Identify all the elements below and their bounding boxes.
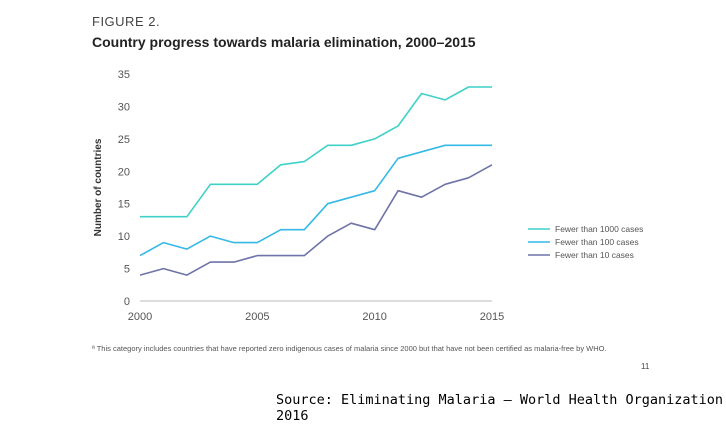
figure-label: FIGURE 2. bbox=[92, 14, 161, 29]
source-caption: Source: Eliminating Malaria – World Heal… bbox=[276, 392, 724, 424]
y-tick-label: 0 bbox=[124, 296, 130, 308]
series-line-1 bbox=[140, 86, 492, 218]
x-tick-label: 2015 bbox=[480, 311, 504, 323]
series-line-2 bbox=[139, 144, 492, 257]
footnote: ª This category includes countries that … bbox=[92, 344, 607, 353]
legend-label-2: Fewer than 100 cases bbox=[555, 237, 639, 247]
y-tick-label: 10 bbox=[118, 231, 130, 243]
series-line-3 bbox=[139, 164, 493, 276]
legend-label-3: Fewer than 10 cases bbox=[555, 250, 634, 260]
chart-legend: Fewer than 1000 cases Fewer than 100 case… bbox=[528, 224, 643, 260]
y-tick-label: 15 bbox=[118, 199, 130, 211]
y-tick-label: 30 bbox=[118, 101, 130, 113]
legend-label-1: Fewer than 1000 cases bbox=[555, 224, 643, 234]
y-tick-label: 25 bbox=[118, 134, 130, 146]
x-tick-label: 2005 bbox=[245, 311, 269, 323]
chart-title: Country progress towards malaria elimina… bbox=[92, 34, 476, 50]
y-tick-label: 20 bbox=[118, 166, 130, 178]
x-tick-label: 2000 bbox=[128, 311, 152, 323]
y-tick-label: 5 bbox=[124, 264, 130, 276]
y-axis-label: Number of countries bbox=[93, 138, 104, 236]
page-number: 11 bbox=[641, 362, 650, 371]
chart-axes: 0 5 10 15 20 25 30 35 2000 2005 2010 2015 Number of … bbox=[93, 69, 504, 323]
x-tick-label: 2010 bbox=[362, 311, 386, 323]
y-tick-label: 35 bbox=[118, 69, 130, 81]
chart-series bbox=[139, 86, 493, 276]
